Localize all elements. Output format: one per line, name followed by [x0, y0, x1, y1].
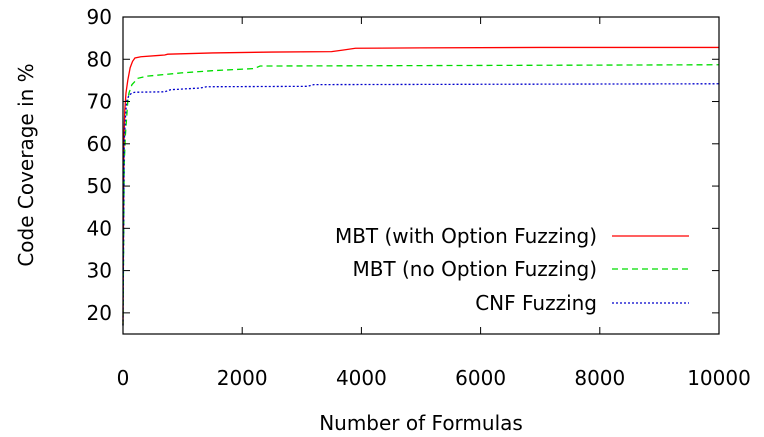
y-tick-label: 40 [87, 216, 112, 240]
y-tick-label: 50 [87, 174, 112, 198]
legend-label: MBT (no Option Fuzzing) [352, 257, 597, 281]
y-axis-title: Code Coverage in % [14, 63, 38, 266]
y-tick-label: 90 [87, 5, 112, 29]
y-tick-label: 60 [87, 132, 112, 156]
x-tick-label: 10000 [687, 366, 751, 390]
x-axis-title: Number of Formulas [319, 411, 523, 435]
x-tick-label: 6000 [455, 366, 506, 390]
x-tick-label: 4000 [336, 366, 387, 390]
x-tick-label: 8000 [574, 366, 625, 390]
legend: MBT (with Option Fuzzing) MBT (no Option … [335, 224, 689, 315]
legend-label: CNF Fuzzing [475, 291, 597, 315]
legend-label: MBT (with Option Fuzzing) [335, 224, 597, 248]
series-line [122, 64, 720, 326]
y-tick-label: 80 [87, 47, 112, 71]
series-line [122, 46, 719, 326]
x-tick-label: 0 [117, 366, 130, 390]
ticks-layer: 0 2000 4000 6000 8000 10000 20 30 40 50 60 70 80 90 [87, 5, 751, 390]
x-tick-label: 2000 [217, 366, 268, 390]
series-layer [122, 46, 720, 326]
y-tick-label: 20 [87, 301, 112, 325]
y-tick-label: 70 [87, 90, 112, 114]
series-line [122, 83, 720, 326]
plot-frame [122, 16, 720, 335]
y-tick-label: 30 [87, 259, 112, 283]
